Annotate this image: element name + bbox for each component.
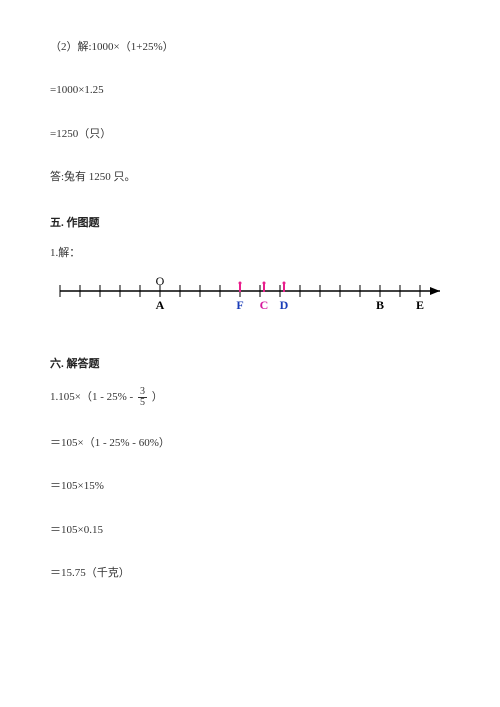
- number-line-figure: OA F CD B E: [50, 271, 450, 331]
- svg-text:O: O: [156, 274, 165, 288]
- step-line: 1.105×（1 - 25% - 3 5 ）: [50, 387, 450, 408]
- step-line: =1000×1.25: [50, 83, 450, 98]
- svg-text:E: E: [416, 298, 424, 312]
- svg-text:B: B: [376, 298, 384, 312]
- section-6-title: 六. 解答题: [50, 355, 450, 371]
- answer-line: 答:兔有 1250 只。: [50, 170, 450, 185]
- svg-text:C: C: [260, 298, 269, 312]
- step-line: ＝15.75（千克）: [50, 566, 450, 581]
- fraction: 3 5: [138, 387, 147, 408]
- step-line: （2）解:1000×（1+25%）: [50, 40, 450, 55]
- svg-text:F: F: [236, 298, 243, 312]
- svg-text:D: D: [280, 298, 289, 312]
- step-line: =1250（只）: [50, 127, 450, 142]
- step-line: ＝105×（1 - 25% - 60%）: [50, 436, 450, 451]
- step-line: ＝105×0.15: [50, 523, 450, 538]
- text-fragment: ）: [152, 391, 163, 403]
- text-fragment: 1.105×（1 - 25% -: [50, 391, 136, 403]
- svg-text:A: A: [156, 298, 165, 312]
- step-line: ＝105×15%: [50, 479, 450, 494]
- problem-1-label: 1.解：: [50, 246, 450, 261]
- section-5-title: 五. 作图题: [50, 214, 450, 230]
- fraction-denominator: 5: [138, 398, 147, 408]
